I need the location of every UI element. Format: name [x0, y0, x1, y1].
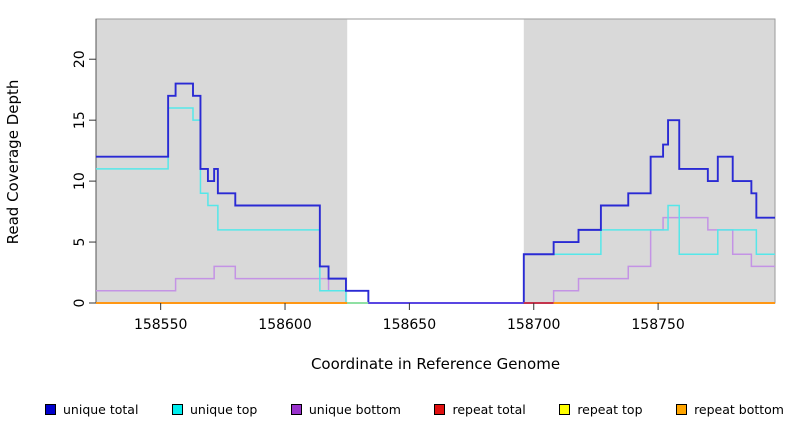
x-axis-title: Coordinate in Reference Genome: [310, 355, 561, 373]
repeat-top-swatch-icon: [559, 403, 571, 415]
svg-text:15: 15: [72, 111, 88, 129]
unique-top-swatch-icon: [171, 403, 183, 415]
svg-text:5: 5: [72, 238, 88, 247]
legend-label: repeat bottom: [694, 401, 784, 417]
svg-text:158700: 158700: [507, 317, 560, 333]
legend-item-repeat-top: repeat top: [559, 401, 643, 417]
svg-text:158650: 158650: [383, 317, 436, 333]
repeat-bottom-swatch-icon: [676, 403, 688, 415]
repeat-total-swatch-icon: [434, 403, 446, 415]
svg-text:10: 10: [72, 172, 88, 190]
legend-item-repeat-bottom: repeat bottom: [676, 402, 784, 417]
legend-label: unique top: [189, 401, 258, 417]
unique-bottom-swatch-icon: [290, 403, 302, 415]
svg-text:158750: 158750: [631, 317, 684, 333]
svg-text:20: 20: [72, 50, 88, 68]
y-axis-title: Read Coverage Depth: [4, 79, 22, 245]
legend-item-unique-top: unique top: [171, 401, 258, 417]
svg-text:0: 0: [72, 299, 88, 308]
legend-item-repeat-total: repeat total: [434, 401, 526, 417]
unique-total-swatch-icon: [45, 403, 56, 415]
legend-label: unique bottom: [308, 401, 401, 417]
legend-label: unique total: [63, 401, 139, 417]
legend-item-unique-total: unique total: [45, 402, 138, 417]
legend: unique total unique top unique bottom re…: [45, 399, 784, 419]
legend-label: repeat top: [577, 401, 643, 417]
legend-item-unique-bottom: unique bottom: [290, 401, 401, 417]
legend-label: repeat total: [452, 401, 526, 417]
svg-text:158600: 158600: [258, 317, 311, 333]
svg-text:158550: 158550: [134, 317, 187, 333]
